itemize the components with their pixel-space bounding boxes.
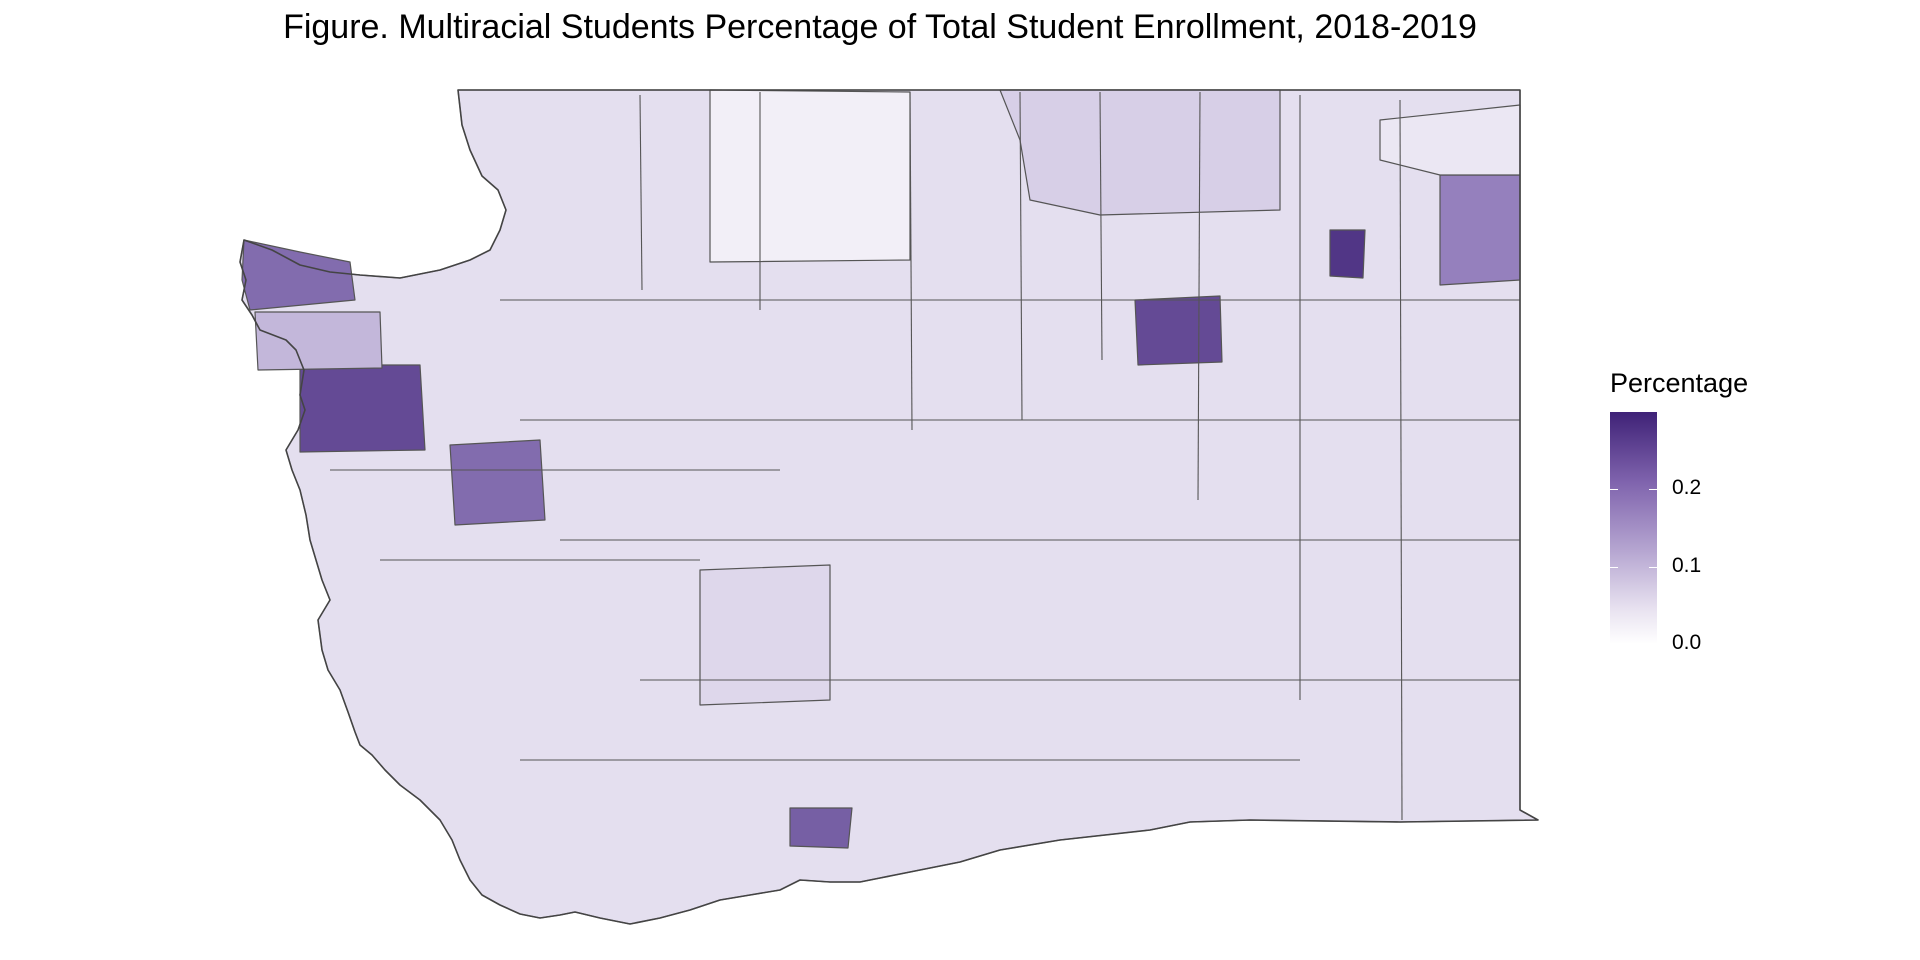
legend-tick-label: 0.1 [1672,553,1702,577]
district-layer [239,89,1539,925]
district-boundary [1399,99,1403,821]
state-outline [239,89,1539,925]
legend-colorbar [1610,412,1657,644]
district-cen-1 [709,89,911,263]
district-sc-2 [789,807,853,849]
district-nw-1 [241,239,356,311]
district-nw-3 [254,311,383,371]
legend-tick [1649,489,1657,491]
district-ne-1 [999,89,1281,216]
legend-tick-label: 0.2 [1672,476,1702,500]
district-sc-1 [699,564,831,706]
legend-title: Percentage [1610,368,1749,398]
legend-tick [1610,489,1618,491]
district-ne-2 [1439,174,1521,286]
choropleth-map [239,89,1539,925]
legend-tick [1610,566,1618,568]
district-e-2 [1329,229,1366,279]
legend-tick [1649,566,1657,568]
district-boundaries [330,91,1520,821]
district-boundary [1019,91,1023,421]
district-boundary [1099,91,1103,361]
legend-tick [1649,644,1657,645]
district-ne-3 [1379,104,1521,176]
chart-title: Figure. Multiracial Students Percentage … [283,8,1477,46]
legend: Percentage 0.2 0.1 0.0 [1610,368,1810,668]
district-boundary [1197,91,1201,501]
district-sw-1 [449,439,546,526]
legend-tick-label: 0.0 [1672,631,1702,654]
legend-tick [1610,644,1618,645]
district-nw-2 [299,364,426,453]
district-e-1 [1134,295,1223,366]
district-boundary [639,94,643,291]
district-boundary [909,91,913,431]
